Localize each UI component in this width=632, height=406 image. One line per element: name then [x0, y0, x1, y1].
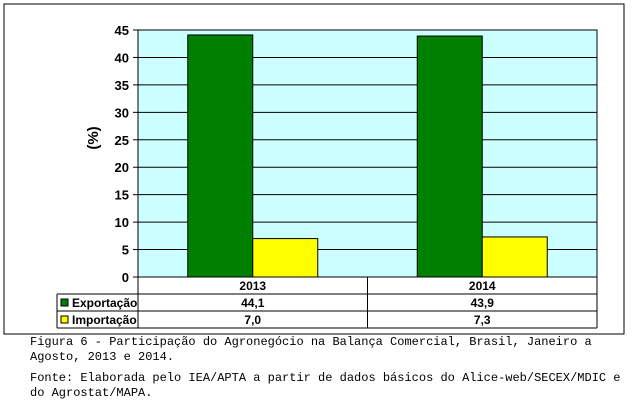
- y-tick-label: 40: [115, 50, 129, 65]
- data-label: 7,3: [474, 313, 491, 327]
- chart: 0 5 10 15 20 25 30 35 40 45 (%) 2013 2014 Exportaçã…: [3, 3, 625, 335]
- bar: [481, 236, 548, 278]
- figure-caption: Figura 6 - Participação do Agronegócio n…: [30, 335, 599, 364]
- data-table: 2013 2014 Exportação 44,1 43,9 Importação 7,0 7…: [56, 276, 598, 329]
- y-tick-label: 25: [115, 133, 129, 148]
- y-tick-label: 45: [115, 23, 129, 38]
- y-tick-label: 35: [115, 78, 129, 93]
- bars: [187, 34, 548, 278]
- y-axis: 0 5 10 15 20 25 30 35 40 45: [115, 23, 138, 285]
- y-axis-label: (%): [85, 126, 102, 149]
- y-tick-label: 30: [115, 105, 129, 120]
- data-label: 44,1: [241, 296, 265, 310]
- y-tick-label: 0: [122, 270, 129, 285]
- legend-swatch: [60, 298, 69, 307]
- x-category-label: 2014: [469, 279, 496, 293]
- y-tick-label: 10: [115, 215, 129, 230]
- y-tick-label: 15: [115, 188, 129, 203]
- data-label: 43,9: [471, 296, 495, 310]
- legend-label: Importação: [72, 313, 137, 327]
- source-note: Fonte: Elaborada pelo IEA/APTA a partir …: [30, 371, 628, 400]
- y-tick-label: 5: [122, 243, 129, 258]
- y-tick-label: 20: [115, 160, 129, 175]
- legend-swatch: [60, 315, 69, 324]
- bar: [416, 35, 483, 278]
- data-label: 7,0: [244, 313, 261, 327]
- bar: [252, 238, 319, 278]
- bar: [187, 34, 254, 278]
- x-category-label: 2013: [239, 279, 266, 293]
- legend-label: Exportação: [72, 296, 137, 310]
